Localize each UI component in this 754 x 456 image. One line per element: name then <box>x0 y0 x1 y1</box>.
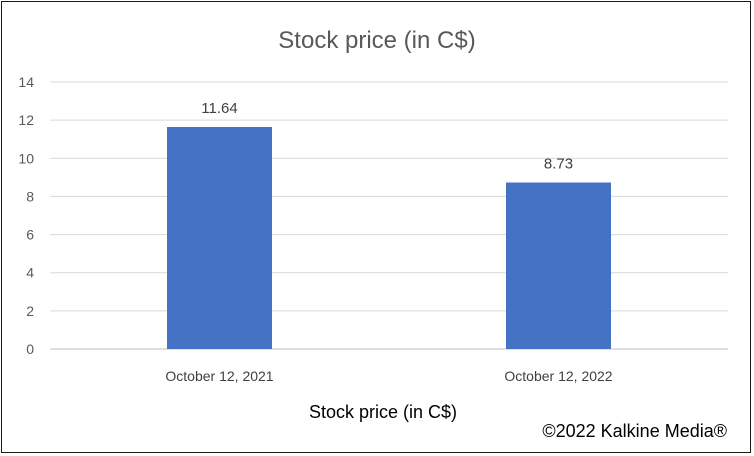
chart-title: Stock price (in C$) <box>278 27 475 54</box>
x-axis-label: Stock price (in C$) <box>309 402 457 422</box>
y-tick-label: 8 <box>26 188 34 204</box>
y-axis-ticks: 0 2 4 6 8 10 12 14 <box>18 74 34 357</box>
bar-data-label: 11.64 <box>201 100 237 117</box>
y-tick-label: 6 <box>26 227 34 243</box>
bar <box>506 182 611 349</box>
y-tick-label: 4 <box>26 265 34 281</box>
y-tick-label: 0 <box>26 341 34 357</box>
x-category-label: October 12, 2022 <box>504 368 612 384</box>
y-tick-label: 2 <box>26 303 34 319</box>
copyright-notice: ©2022 Kalkine Media® <box>542 421 727 441</box>
bar-data-label: 8.73 <box>544 156 573 173</box>
bars <box>167 127 611 349</box>
data-labels: 11.64 8.73 <box>201 100 573 172</box>
x-axis-categories: October 12, 2021 October 12, 2022 <box>165 368 612 384</box>
bar <box>167 127 272 349</box>
y-tick-label: 12 <box>18 112 34 128</box>
y-tick-label: 10 <box>18 150 34 166</box>
x-category-label: October 12, 2021 <box>165 368 273 384</box>
gridlines <box>50 81 728 350</box>
y-tick-label: 14 <box>18 74 34 90</box>
